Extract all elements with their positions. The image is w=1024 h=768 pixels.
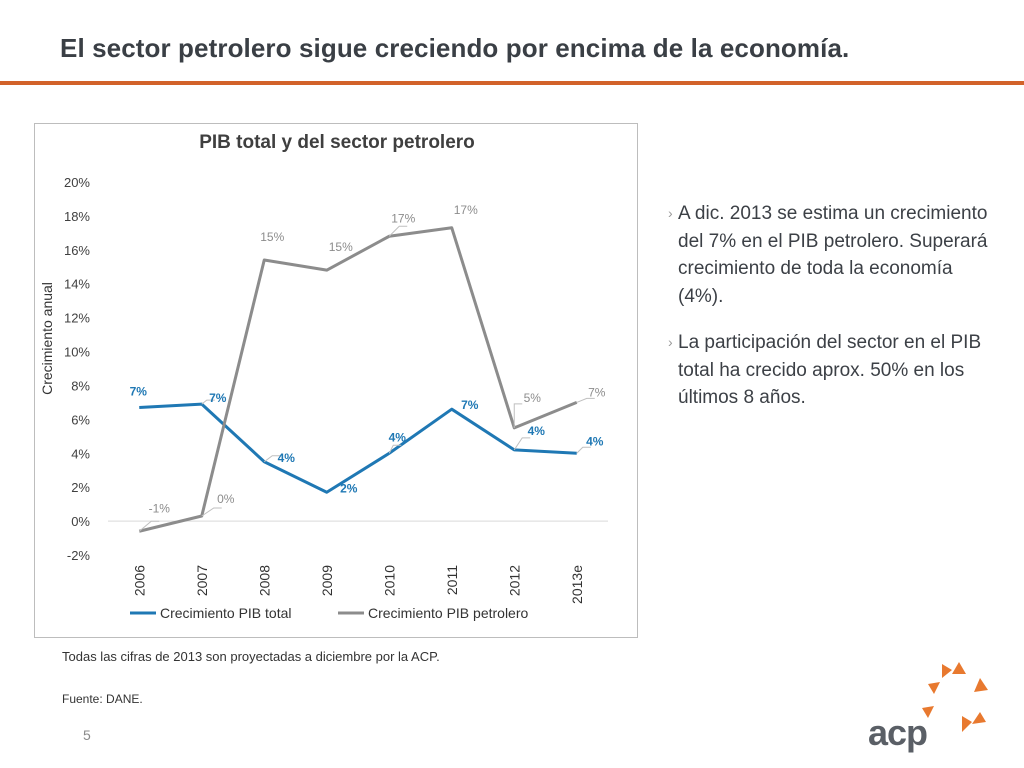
data-label: 15% — [329, 240, 353, 254]
y-tick-label: -2% — [67, 548, 91, 563]
logo-wordmark: acp — [868, 712, 928, 753]
data-label: 5% — [524, 391, 542, 405]
bullet-item: › A dic. 2013 se estima un crecimiento d… — [668, 200, 988, 310]
series-line-pib-total — [139, 402, 577, 494]
logo-petal — [952, 662, 966, 674]
data-label: 7% — [461, 398, 479, 412]
label-leader-line — [138, 520, 160, 532]
source-note: Fuente: DANE. — [62, 692, 143, 706]
legend-label: Crecimiento PIB total — [160, 605, 292, 621]
footnote: Todas las cifras de 2013 son proyectadas… — [62, 649, 440, 664]
label-leader-line — [388, 444, 402, 454]
x-tick-label: 2008 — [256, 565, 272, 596]
x-tick-label: 2012 — [506, 565, 522, 596]
logo-petal — [974, 678, 988, 692]
y-axis-label: Crecimiento anual — [39, 282, 55, 395]
line-chart: PIB total y del sector petrolero -2% 0% 2% 4… — [39, 132, 608, 621]
bullet-item: › La participación del sector en el PIB … — [668, 329, 988, 412]
data-label: 4% — [278, 451, 296, 465]
data-label: 17% — [454, 203, 478, 217]
data-label: 4% — [528, 424, 546, 438]
logo-petal — [962, 716, 972, 732]
y-tick-label: 6% — [71, 412, 90, 427]
data-label: 17% — [391, 211, 415, 225]
y-tick-label: 20% — [64, 175, 90, 190]
page-title: El sector petrolero sigue creciendo por … — [60, 33, 850, 63]
chart-title: PIB total y del sector petrolero — [199, 132, 475, 153]
label-leader-line — [201, 507, 222, 517]
data-label: 15% — [260, 230, 284, 244]
bullet-text: A dic. 2013 se estima un crecimiento del… — [678, 203, 988, 307]
data-label: 7% — [130, 384, 148, 398]
label-leader-line — [513, 437, 531, 451]
y-tick-label: 18% — [64, 209, 90, 224]
x-tick-label: 2011 — [444, 565, 460, 595]
y-tick-label: 8% — [71, 378, 90, 393]
label-leader-line — [576, 397, 595, 403]
legend-label: Crecimiento PIB petrolero — [368, 605, 529, 621]
data-label: -1% — [149, 501, 171, 515]
data-label: 0% — [217, 492, 235, 506]
data-label: 4% — [389, 430, 407, 444]
bullet-list: › A dic. 2013 se estima un crecimiento d… — [668, 200, 988, 431]
x-tick-label: 2013e — [569, 565, 585, 604]
logo-petal — [972, 712, 986, 724]
data-label: 7% — [588, 385, 606, 399]
data-label: 2% — [340, 481, 358, 495]
bullet-text: La participación del sector en el PIB to… — [678, 332, 982, 408]
data-label: 7% — [209, 391, 227, 405]
y-tick-label: 12% — [64, 311, 90, 326]
bullet-marker-icon: › — [668, 205, 673, 221]
logo-petal — [928, 682, 940, 694]
label-leader-line — [201, 399, 215, 405]
x-tick-label: 2007 — [194, 565, 210, 596]
x-tick-label: 2009 — [319, 565, 335, 596]
y-tick-label: 16% — [64, 243, 90, 258]
logo-petal — [942, 664, 952, 678]
bullet-marker-icon: › — [668, 334, 673, 350]
title-divider — [0, 81, 1024, 85]
page-number: 5 — [83, 727, 91, 743]
label-leader-line — [388, 225, 408, 237]
y-tick-label: 2% — [71, 480, 90, 495]
label-leader-line — [576, 446, 591, 454]
logo-petal — [922, 706, 934, 718]
label-leader-line — [263, 455, 281, 463]
y-tick-label: 0% — [71, 514, 90, 529]
series-line-pib-petrolero — [138, 226, 578, 533]
acp-logo-icon — [922, 662, 988, 732]
x-tick-label: 2010 — [381, 565, 397, 596]
data-label: 4% — [586, 434, 604, 448]
label-leader-line — [513, 403, 523, 428]
x-tick-label: 2006 — [131, 565, 147, 596]
chart-container: PIB total y del sector petrolero -2% 0% 2% 4… — [34, 123, 638, 638]
y-tick-label: 10% — [64, 345, 90, 360]
y-tick-label: 4% — [71, 446, 90, 461]
y-tick-label: 14% — [64, 277, 90, 292]
